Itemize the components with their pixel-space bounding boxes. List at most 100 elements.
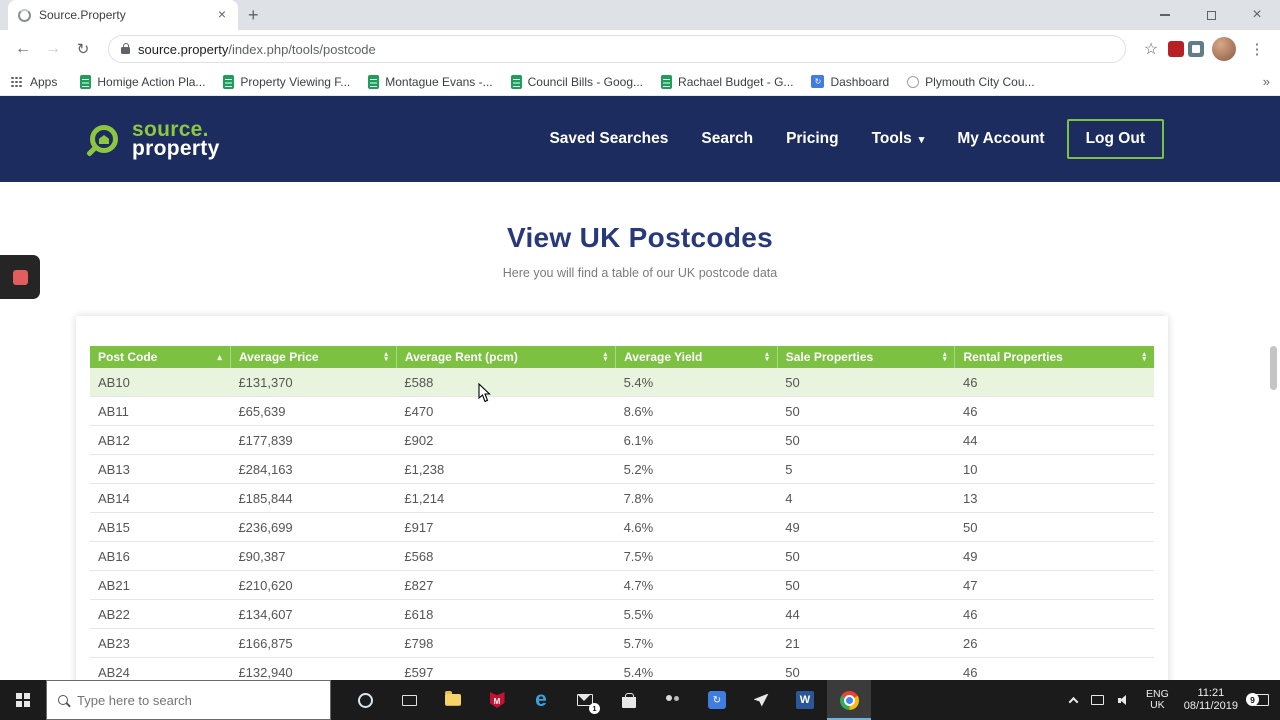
language-indicator[interactable]: ENG UK — [1139, 680, 1176, 720]
maximize-icon — [1206, 10, 1216, 20]
column-header-average-yield[interactable]: Average Yield ▴ ▾ — [615, 346, 778, 368]
apps-label[interactable]: Apps — [30, 74, 58, 89]
taskbar-app-paperplane[interactable] — [739, 680, 783, 720]
table-row-ab22[interactable]: AB22 £134,607 £618 5.5% 44 46 — [90, 599, 1154, 629]
table-cell: £798 — [396, 628, 616, 658]
column-header-average-rent-pcm-[interactable]: Average Rent (pcm) ▴ ▾ — [396, 346, 617, 368]
table-row-ab16[interactable]: AB16 £90,387 £568 7.5% 50 49 — [90, 541, 1154, 571]
taskbar-app-mcafee[interactable] — [475, 680, 519, 720]
cortana-icon — [357, 692, 373, 708]
clock[interactable]: 11:21 08/11/2019 — [1176, 680, 1246, 720]
forward-button[interactable] — [40, 36, 66, 62]
bookmark-item[interactable]: Rachael Budget - G... — [652, 74, 802, 89]
sheets-icon — [223, 74, 235, 89]
page-viewport: source. property Saved Searches Search Pri… — [0, 96, 1280, 680]
bookmark-item[interactable]: Dashboard — [802, 75, 898, 89]
bookmark-label: Property Viewing F... — [240, 74, 351, 89]
tab-close-icon[interactable] — [216, 6, 228, 24]
bookmark-item[interactable]: Montague Evans -... — [359, 74, 501, 89]
table-row-ab21[interactable]: AB21 £210,620 £827 4.7% 50 47 — [90, 570, 1154, 600]
taskbar-app-people[interactable] — [651, 680, 695, 720]
table-cell: 6.1% — [615, 425, 778, 455]
clock-date: 08/11/2019 — [1183, 700, 1238, 712]
taskbar-app-store[interactable] — [607, 680, 651, 720]
dashboard-icon — [708, 691, 726, 709]
sort-both-icon: ▴ ▾ — [942, 351, 947, 363]
profile-avatar[interactable] — [1212, 37, 1236, 61]
network-button[interactable] — [1084, 680, 1111, 720]
minimize-button[interactable] — [1142, 0, 1188, 30]
table-row-ab12[interactable]: AB12 £177,839 £902 6.1% 50 44 — [90, 425, 1154, 455]
new-tab-button[interactable] — [248, 5, 259, 26]
taskbar-app-dashboard[interactable] — [695, 680, 739, 720]
clock-lines: 11:21 08/11/2019 — [1184, 687, 1238, 713]
column-header-sale-properties[interactable]: Sale Properties ▴ ▾ — [777, 346, 956, 368]
browser-tab[interactable]: Source.Property — [8, 0, 238, 30]
nav-label: Pricing — [786, 130, 839, 147]
tray-expand-button[interactable] — [1063, 680, 1084, 720]
taskbar-app-edge[interactable] — [519, 680, 563, 720]
taskbar-search[interactable] — [46, 680, 331, 720]
url-field[interactable]: source.property/index.php/tools/postcode — [108, 35, 1126, 63]
taskbar-app-task-view[interactable] — [387, 680, 431, 720]
nav-my-account[interactable]: My Account — [957, 130, 1044, 148]
table-row-ab24[interactable]: AB24 £132,940 £597 5.4% 50 46 — [90, 657, 1154, 680]
column-header-post-code[interactable]: Post Code ▴ — [90, 346, 231, 368]
sheets-icon — [80, 74, 92, 89]
table-row-ab11[interactable]: AB11 £65,639 £470 8.6% 50 46 — [90, 396, 1154, 426]
back-button[interactable] — [10, 36, 36, 62]
tab-strip: Source.Property — [0, 0, 1280, 30]
bookmark-item[interactable]: Plymouth City Cou... — [898, 75, 1043, 89]
table-row-ab13[interactable]: AB13 £284,163 £1,238 5.2% 5 10 — [90, 454, 1154, 484]
extension-mcafee-icon[interactable] — [1168, 41, 1184, 57]
address-bar: source.property/index.php/tools/postcode — [0, 30, 1280, 68]
column-header-rental-properties[interactable]: Rental Properties ▴ ▾ — [954, 346, 1154, 368]
action-center-button[interactable]: 9 — [1246, 680, 1276, 720]
table-row-ab15[interactable]: AB15 £236,699 £917 4.6% 49 50 — [90, 512, 1154, 542]
nav-search[interactable]: Search — [701, 130, 753, 148]
taskbar-app-chrome[interactable] — [827, 680, 871, 720]
logout-button[interactable]: Log Out — [1066, 119, 1164, 159]
bookmarks-overflow-button[interactable] — [1263, 73, 1270, 91]
nav-tools[interactable]: Tools — [872, 130, 925, 148]
close-window-button[interactable] — [1234, 0, 1280, 30]
volume-button[interactable] — [1111, 680, 1139, 720]
language-line2: UK — [1150, 699, 1165, 711]
bookmark-label: Dashboard — [830, 74, 890, 89]
paperplane-icon — [753, 693, 769, 707]
table-cell: 13 — [954, 483, 1154, 513]
table-row-ab14[interactable]: AB14 £185,844 £1,214 7.8% 4 13 — [90, 483, 1154, 513]
maximize-button[interactable] — [1188, 0, 1234, 30]
apps-grid-button[interactable] — [10, 76, 24, 88]
nav-pricing[interactable]: Pricing — [786, 130, 839, 148]
table-cell: AB11 — [90, 396, 231, 426]
bookmark-item[interactable]: Property Viewing F... — [214, 74, 359, 89]
table-row-ab23[interactable]: AB23 £166,875 £798 5.7% 21 26 — [90, 628, 1154, 658]
table-row-ab10[interactable]: AB10 £131,370 £588 5.4% 50 46 — [90, 368, 1154, 397]
taskbar-app-cortana[interactable] — [343, 680, 387, 720]
nav-label: Tools — [871, 130, 912, 147]
column-header-average-price[interactable]: Average Price ▴ ▾ — [230, 346, 397, 368]
page-scrollbar-thumb[interactable] — [1270, 346, 1277, 390]
taskbar-app-word[interactable] — [783, 680, 827, 720]
taskbar-app-mail[interactable]: 1 — [563, 680, 607, 720]
start-button[interactable] — [0, 680, 46, 720]
screen-recorder-widget[interactable] — [0, 255, 40, 299]
bookmark-item[interactable]: Council Bills - Goog... — [502, 74, 652, 89]
table-cell: 26 — [954, 628, 1154, 658]
table-cell: 5 — [777, 454, 955, 484]
site-logo[interactable]: source. property — [90, 119, 220, 159]
table-cell: 5.2% — [615, 454, 778, 484]
taskbar-search-input[interactable] — [77, 692, 319, 708]
table-cell: £588 — [396, 368, 616, 397]
table-cell: £1,214 — [396, 483, 616, 513]
bookmark-item[interactable]: Homige Action Pla... — [71, 74, 214, 89]
taskbar-app-file-explorer[interactable] — [431, 680, 475, 720]
mcafee-icon — [489, 692, 505, 708]
bookmark-star-button[interactable] — [1138, 36, 1164, 62]
browser-menu-button[interactable] — [1244, 36, 1270, 62]
reload-button[interactable] — [70, 36, 96, 62]
extension-icon[interactable] — [1188, 41, 1204, 57]
tab-favicon-icon — [18, 8, 31, 22]
nav-saved-searches[interactable]: Saved Searches — [549, 130, 668, 148]
